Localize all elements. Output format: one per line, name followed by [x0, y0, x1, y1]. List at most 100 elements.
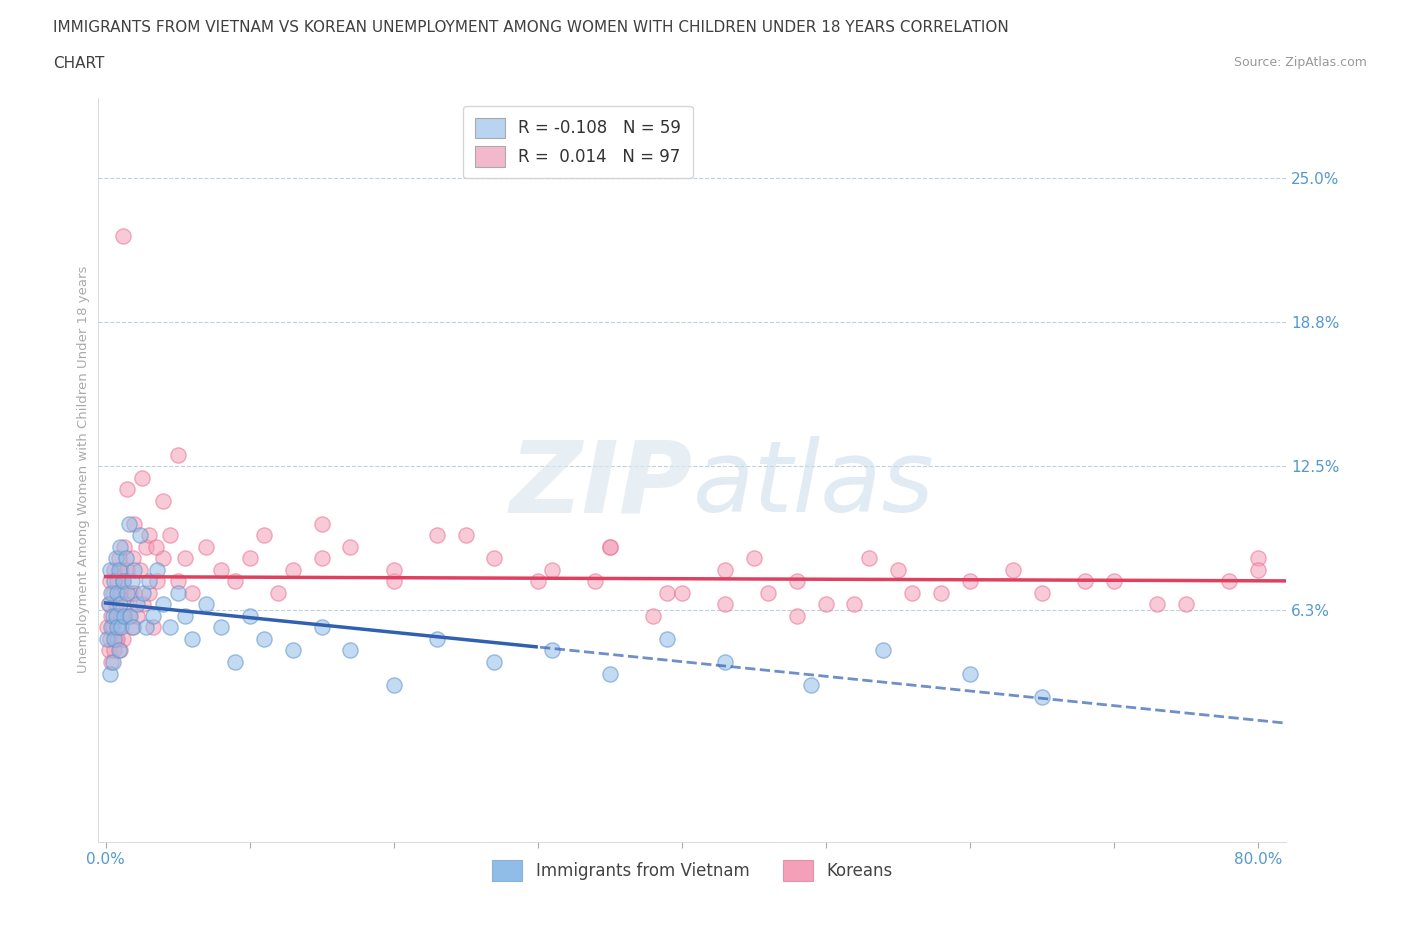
Point [127, 597, 149, 612]
Point [146, 563, 169, 578]
Point [111, 574, 134, 589]
Point [253, 528, 276, 543]
Point [100, 655, 122, 670]
Point [97, 643, 120, 658]
Point [173, 608, 195, 623]
Text: IMMIGRANTS FROM VIETNAM VS KOREAN UNEMPLOYMENT AMONG WOMEN WITH CHILDREN UNDER 1: IMMIGRANTS FROM VIETNAM VS KOREAN UNEMPL… [53, 20, 1010, 35]
Point [121, 574, 143, 589]
Point [100, 608, 122, 623]
Point [281, 563, 304, 578]
Point [382, 574, 405, 589]
Text: ZIP: ZIP [509, 436, 692, 533]
Point [101, 608, 124, 623]
Point [110, 563, 132, 578]
Point [484, 551, 506, 565]
Point [742, 551, 765, 565]
Point [1031, 689, 1053, 704]
Point [115, 482, 138, 497]
Point [181, 631, 204, 646]
Point [786, 608, 808, 623]
Point [115, 563, 138, 578]
Point [159, 528, 181, 543]
Point [104, 551, 127, 565]
Point [311, 620, 333, 635]
Point [97, 597, 120, 612]
Point [111, 574, 134, 589]
Point [166, 447, 188, 462]
Point [1031, 586, 1053, 601]
Point [100, 620, 122, 635]
Point [105, 608, 128, 623]
Point [195, 597, 218, 612]
Point [114, 551, 136, 565]
Point [100, 586, 122, 601]
Point [108, 643, 131, 658]
Point [120, 586, 142, 601]
Point [281, 643, 304, 658]
Point [111, 631, 134, 646]
Point [105, 631, 128, 646]
Point [844, 597, 866, 612]
Point [872, 643, 894, 658]
Point [135, 539, 157, 554]
Point [224, 574, 246, 589]
Point [124, 563, 146, 578]
Point [110, 620, 132, 635]
Point [1247, 563, 1270, 578]
Point [756, 586, 779, 601]
Point [382, 563, 405, 578]
Point [98, 574, 121, 589]
Point [311, 516, 333, 531]
Point [152, 493, 174, 508]
Point [120, 608, 142, 623]
Point [671, 586, 693, 601]
Point [107, 551, 129, 565]
Point [583, 574, 606, 589]
Point [1174, 597, 1197, 612]
Point [98, 666, 121, 681]
Point [104, 597, 127, 612]
Point [454, 528, 477, 543]
Point [112, 608, 135, 623]
Point [714, 563, 737, 578]
Point [124, 516, 146, 531]
Point [166, 574, 188, 589]
Point [166, 586, 188, 601]
Point [152, 551, 174, 565]
Point [118, 516, 141, 531]
Point [786, 574, 808, 589]
Point [132, 597, 155, 612]
Point [111, 229, 134, 244]
Point [124, 586, 146, 601]
Point [115, 586, 138, 601]
Point [101, 586, 124, 601]
Point [129, 528, 152, 543]
Text: CHART: CHART [53, 56, 105, 71]
Point [152, 597, 174, 612]
Point [146, 574, 169, 589]
Point [901, 586, 924, 601]
Point [800, 678, 823, 693]
Point [641, 608, 664, 623]
Point [107, 563, 129, 578]
Point [101, 620, 124, 635]
Point [657, 586, 679, 601]
Y-axis label: Unemployment Among Women with Children Under 18 years: Unemployment Among Women with Children U… [77, 266, 90, 673]
Point [96, 631, 118, 646]
Point [103, 643, 125, 658]
Text: atlas: atlas [692, 436, 934, 533]
Point [101, 655, 124, 670]
Point [929, 586, 952, 601]
Point [107, 643, 129, 658]
Point [105, 620, 128, 635]
Point [138, 574, 160, 589]
Point [104, 608, 127, 623]
Point [339, 643, 361, 658]
Point [107, 620, 129, 635]
Point [173, 551, 195, 565]
Point [121, 620, 143, 635]
Point [108, 597, 131, 612]
Point [959, 574, 981, 589]
Point [239, 551, 262, 565]
Point [599, 666, 621, 681]
